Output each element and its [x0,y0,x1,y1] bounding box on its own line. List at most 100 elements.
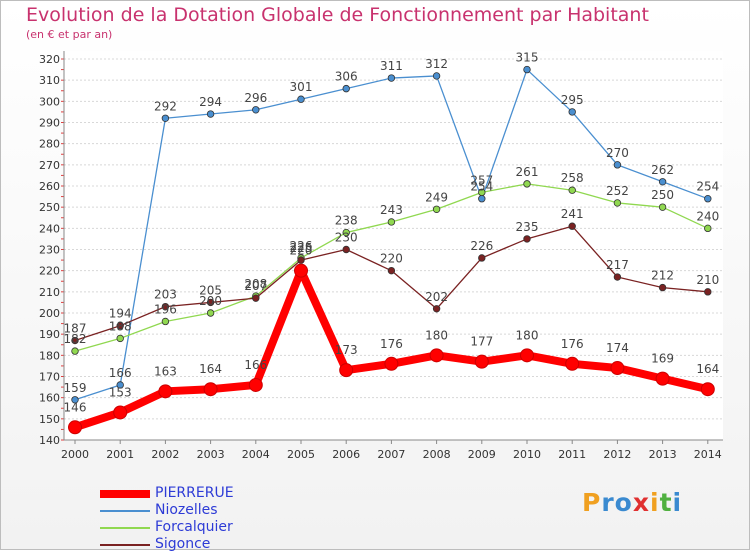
data-point [161,114,170,122]
data-point [384,356,399,371]
data-label: 180 [516,328,539,342]
data-label: 295 [561,93,584,107]
data-point [478,254,486,262]
x-tick-label: 2008 [423,448,451,461]
data-label: 258 [561,171,584,185]
data-label: 159 [64,381,87,395]
data-point [387,266,396,275]
data-point [613,161,622,169]
y-tick-label: 210 [39,286,60,299]
x-tick-label: 2010 [513,448,541,461]
data-point [71,396,79,404]
data-point [116,381,124,389]
data-point [206,298,215,307]
y-tick-label: 230 [39,244,60,257]
data-point [113,405,128,420]
x-tick-label: 2005 [287,448,315,461]
data-point [116,322,124,330]
data-label: 202 [425,290,448,304]
data-label: 301 [290,80,313,94]
x-tick-label: 2001 [106,448,134,461]
data-point [342,228,350,237]
data-point [658,203,667,211]
data-point [432,205,441,213]
data-point [610,361,625,376]
proxiti-logo: Proxiti [582,488,683,517]
x-tick-label: 2013 [649,448,677,461]
data-label: 169 [651,352,674,366]
data-point [339,363,354,378]
data-point [523,235,531,243]
data-label: 238 [335,214,358,228]
legend-swatch [100,527,150,529]
y-tick-label: 250 [39,201,60,214]
y-tick-label: 240 [39,222,60,235]
data-label: 240 [696,209,719,223]
data-label: 208 [244,277,267,291]
data-point [478,188,486,197]
data-point [387,74,396,82]
data-label: 173 [335,343,358,357]
legend-label: Forcalquier [155,519,233,535]
x-tick-label: 2009 [468,448,496,461]
data-label: 250 [651,188,674,202]
data-point [568,186,576,194]
data-label: 188 [109,319,132,333]
data-label: 176 [561,337,584,351]
data-point [297,95,305,103]
data-label: 226 [290,239,313,253]
y-tick-label: 160 [39,392,60,405]
plot-area [64,51,723,440]
chart-title: Evolution de la Dotation Globale de Fonc… [26,4,649,26]
data-label: 225 [290,241,313,255]
data-point [568,222,576,230]
y-tick-label: 290 [39,117,60,130]
y-tick-label: 300 [39,95,60,108]
data-label: 252 [606,184,629,198]
data-label: 164 [199,362,222,376]
data-label: 196 [154,302,177,316]
data-point [429,348,444,363]
data-point [478,194,486,203]
data-point [704,224,712,233]
data-point [158,384,173,399]
data-label: 226 [470,239,493,253]
data-label: 220 [290,244,313,258]
data-label: 230 [335,231,358,245]
y-tick-label: 320 [39,53,60,66]
data-point [523,65,531,74]
data-point [68,420,82,435]
data-label: 207 [244,279,267,293]
data-label: 177 [470,335,493,349]
y-tick-label: 140 [39,434,60,447]
data-label: 315 [516,51,539,65]
y-tick-label: 270 [39,159,60,172]
data-point [658,178,667,186]
x-tick-label: 2014 [694,448,722,461]
data-label: 241 [561,207,584,221]
data-label: 235 [516,220,539,234]
data-label: 243 [380,203,403,217]
legend-label: PIERRERUE [155,485,234,501]
y-tick-label: 200 [39,307,60,320]
data-point [658,283,667,292]
data-label: 312 [425,57,448,71]
data-label: 166 [244,358,267,372]
data-label: 174 [606,341,629,355]
x-tick-label: 2007 [377,448,405,461]
data-label: 146 [64,400,87,414]
data-point [248,377,263,392]
data-point [252,106,260,114]
data-label: 210 [696,273,719,287]
data-label: 220 [380,252,403,266]
data-point [565,356,580,371]
data-point [71,336,79,345]
data-point [387,218,396,226]
data-point [432,72,441,80]
x-tick-label: 2003 [197,448,225,461]
data-point [206,110,215,118]
data-point [655,371,670,386]
y-tick-label: 150 [39,413,60,426]
data-label: 163 [154,364,177,378]
